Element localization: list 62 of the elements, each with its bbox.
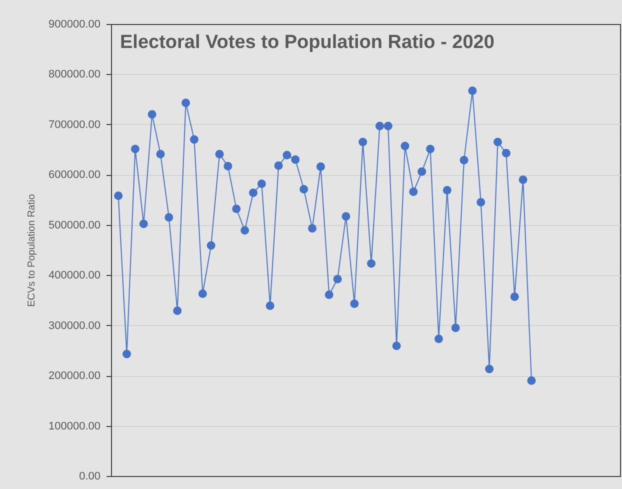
- point: [350, 300, 359, 308]
- y-tick-label: 100000.00: [48, 420, 100, 432]
- point: [257, 179, 266, 188]
- point: [333, 274, 342, 284]
- point: [392, 342, 401, 350]
- point: [367, 259, 376, 268]
- point: [358, 138, 368, 146]
- point: [122, 350, 132, 358]
- point: [148, 110, 156, 119]
- y-tick-label: 600000.00: [48, 169, 100, 182]
- y-tick-label: 800000.00: [48, 68, 100, 81]
- point: [527, 376, 536, 385]
- point: [182, 98, 190, 108]
- point: [384, 122, 392, 130]
- point: [282, 150, 292, 160]
- point: [409, 188, 418, 196]
- point: [248, 188, 258, 197]
- point: [266, 302, 274, 310]
- point: [198, 289, 207, 298]
- point: [291, 155, 300, 164]
- point: [173, 306, 182, 316]
- point: [130, 144, 140, 154]
- y-tick-label: 300000.00: [48, 320, 100, 332]
- point: [316, 162, 325, 171]
- point: [502, 148, 510, 158]
- y-tick-label: 500000.00: [48, 219, 100, 232]
- point: [300, 184, 308, 194]
- point: [485, 364, 494, 374]
- point: [224, 162, 232, 170]
- point: [476, 198, 486, 207]
- point: [460, 156, 468, 164]
- point: [494, 138, 502, 146]
- point: [190, 135, 198, 144]
- point: [240, 226, 250, 235]
- point: [139, 220, 148, 228]
- point: [342, 212, 350, 221]
- point: [232, 204, 241, 214]
- point: [451, 324, 460, 332]
- y-tick-label: 400000.00: [48, 270, 100, 282]
- point: [375, 122, 384, 130]
- point: [215, 150, 224, 158]
- point: [308, 224, 316, 233]
- point: [426, 144, 435, 154]
- y-tick-label: 900000.00: [48, 18, 100, 30]
- point: [274, 161, 283, 170]
- y-tick-label: 0.00: [79, 470, 100, 482]
- y-axis-title: ECVs to Population Ratio: [26, 194, 38, 307]
- point: [400, 142, 410, 150]
- y-tick-label: 200000.00: [48, 370, 100, 382]
- chart-title: Electoral Votes to Population Ratio - 2020: [120, 32, 494, 53]
- point: [418, 167, 426, 176]
- point: [510, 292, 519, 301]
- point: [156, 150, 165, 158]
- y-tick-label: 700000.00: [48, 118, 100, 131]
- point: [442, 186, 452, 194]
- point: [468, 86, 477, 96]
- point: [434, 334, 443, 344]
- point: [114, 192, 123, 200]
- point: [518, 175, 528, 184]
- point: [324, 290, 334, 299]
- point: [206, 241, 216, 250]
- point: [164, 213, 174, 222]
